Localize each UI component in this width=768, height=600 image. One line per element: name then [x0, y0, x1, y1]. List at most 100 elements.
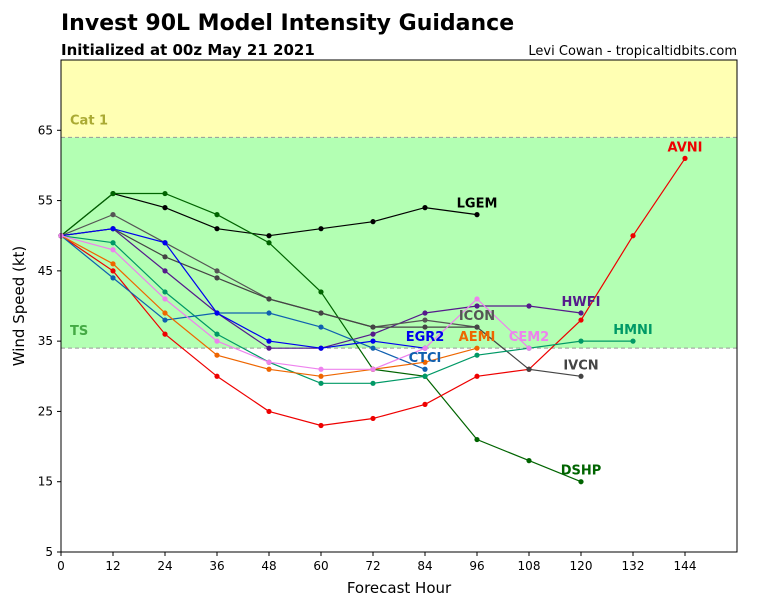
y-tick-label: 15: [38, 475, 53, 489]
data-point-ivcn: [162, 254, 168, 260]
series-annotations: LGEM DSHP AVNI HWFI ICON IVCN HMNI CTCI EGR2 AEMI…: [406, 140, 703, 478]
x-tick-label: 12: [105, 559, 120, 573]
series-label-avni: AVNI: [668, 140, 703, 155]
series-line-cem2: [60, 235, 530, 370]
y-tick-label: 55: [38, 194, 53, 208]
y-tick-label: 45: [38, 264, 53, 278]
data-point-lgem: [370, 219, 376, 225]
data-point-ivcn: [266, 296, 272, 302]
data-point-hmni: [474, 352, 480, 358]
axes: 0 12 24 36 48 60 72 84 96 108 120 132 144 5 15 25 35 45 55…: [38, 123, 697, 573]
data-point-aemi: [474, 345, 480, 351]
band-label-ts: TS: [70, 324, 88, 339]
y-axis-label: Wind Speed (kt): [10, 246, 28, 367]
data-point-icon: [422, 317, 428, 323]
data-point-aemi: [110, 261, 116, 267]
data-point-cem2: [370, 366, 376, 372]
y-tick-label: 35: [38, 334, 53, 348]
data-point-ivcn: [578, 373, 584, 379]
data-point-egr2: [318, 345, 324, 351]
data-point-avni: [422, 401, 428, 407]
x-tick-label: 48: [261, 559, 276, 573]
band-cat-1: [61, 60, 737, 138]
data-point-egr2: [266, 338, 272, 344]
series-line-hmni: [60, 235, 633, 384]
series-label-dshp: DSHP: [561, 464, 602, 479]
data-point-ctci: [266, 310, 272, 316]
data-point-hmni: [370, 380, 376, 386]
data-point-ivcn: [526, 366, 532, 372]
data-point-hmni: [318, 380, 324, 386]
data-point-ivcn: [474, 324, 480, 330]
data-point-avni: [110, 268, 116, 274]
series-cem2: [58, 233, 532, 372]
data-point-hmni: [214, 331, 220, 337]
data-point-dshp: [526, 458, 532, 464]
series-label-hmni: HMNI: [613, 323, 653, 338]
x-tick-label: 84: [417, 559, 432, 573]
data-point-ivcn: [318, 310, 324, 316]
x-tick-label: 24: [157, 559, 172, 573]
data-point-hmni: [630, 338, 636, 344]
y-tick-label: 25: [38, 404, 53, 418]
band-ts: [61, 137, 737, 349]
intensity-bands: TS Cat 1: [61, 60, 737, 349]
series-line-ctci: [60, 235, 426, 370]
x-tick-label: 0: [57, 559, 65, 573]
data-point-lgem: [162, 205, 168, 211]
data-point-avni: [370, 415, 376, 422]
chart-subtitle: Initialized at 00z May 21 2021: [61, 41, 315, 59]
data-point-lgem: [318, 226, 324, 232]
data-point-cem2: [526, 345, 532, 351]
data-point-hmni: [110, 240, 116, 246]
data-point-dshp: [474, 436, 480, 443]
chart-title: Invest 90L Model Intensity Guidance: [61, 11, 514, 36]
series-label-icon: ICON: [459, 309, 495, 324]
data-point-egr2: [110, 226, 116, 232]
data-point-aemi: [162, 310, 168, 316]
data-point-dshp: [162, 190, 168, 197]
series-lines: [58, 155, 688, 485]
series-label-hwfi: HWFI: [562, 295, 601, 310]
data-point-dshp: [578, 479, 584, 485]
data-point-egr2: [162, 240, 168, 246]
x-tick-label: 96: [469, 559, 484, 573]
data-point-avni: [682, 155, 688, 161]
data-point-avni: [214, 373, 220, 379]
data-point-icon: [214, 268, 220, 274]
series-label-egr2: EGR2: [406, 330, 445, 345]
data-point-ctci: [162, 317, 168, 323]
data-point-hwfi: [526, 303, 532, 309]
data-point-hwfi: [578, 310, 584, 316]
data-point-lgem: [214, 226, 220, 232]
x-tick-label: 60: [313, 559, 328, 573]
data-point-hmni: [162, 289, 168, 295]
data-point-hmni: [422, 373, 428, 379]
data-point-aemi: [318, 373, 324, 379]
data-point-avni: [578, 317, 584, 323]
x-tick-label: 144: [674, 559, 697, 573]
data-point-ctci: [370, 345, 376, 351]
series-label-lgem: LGEM: [457, 197, 498, 212]
data-point-ivcn: [370, 324, 376, 330]
data-point-hwfi: [422, 310, 428, 316]
data-point-cem2: [214, 338, 220, 344]
plot-frame: [60, 59, 738, 553]
data-point-cem2: [162, 296, 168, 302]
series-line-egr2: [60, 228, 426, 349]
data-point-hwfi: [474, 303, 480, 309]
data-point-dshp: [214, 212, 220, 218]
data-point-lgem: [422, 205, 428, 211]
x-axis-label: Forecast Hour: [347, 579, 452, 597]
data-point-hwfi: [370, 331, 376, 337]
series-label-ctci: CTCI: [409, 351, 442, 366]
data-point-hwfi: [266, 345, 272, 351]
data-point-aemi: [266, 366, 272, 372]
data-point-ivcn: [214, 275, 220, 281]
series-label-aemi: AEMI: [459, 330, 496, 345]
data-point-dshp: [318, 289, 324, 295]
series-label-ivcn: IVCN: [563, 358, 598, 373]
data-point-dshp: [266, 240, 272, 246]
